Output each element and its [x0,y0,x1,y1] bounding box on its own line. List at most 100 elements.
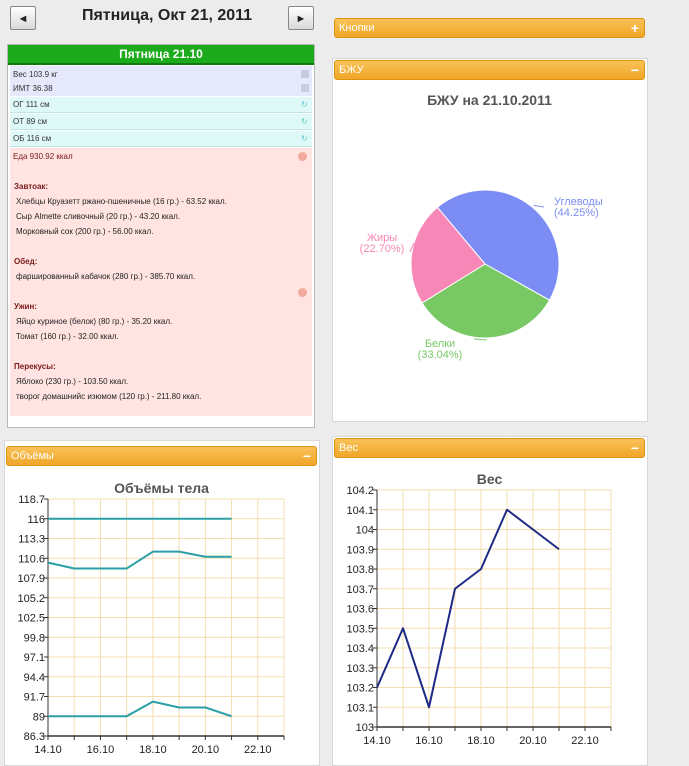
panel-title: Вес [339,442,358,454]
x-tick-label: 16.10 [87,744,115,756]
y-tick-label: 103.6 [346,604,374,616]
apple-icon[interactable] [298,152,307,161]
y-tick-label: 103.4 [346,643,374,655]
prev-day-button[interactable]: ◄ [10,6,36,30]
y-tick-label: 91.7 [24,692,45,704]
bmi-value: ИМТ 36.38 [13,84,53,93]
pie-label: Жиры [367,232,397,244]
weight-bmi-row[interactable]: Вес 103.9 кг ИМТ 36.38 [10,66,312,96]
trash-icon[interactable] [301,70,309,78]
pie-percent: (22.70%) [360,243,405,255]
ob-row[interactable]: ОБ 116 см ↻ [10,131,312,147]
y-tick-label: 103.1 [346,702,374,714]
pie-percent: (44.25%) [554,207,599,219]
food-item[interactable]: Морковный сок (200 гр.) - 56.00 ккал. [16,227,154,236]
panel-title: Кнопки [339,22,375,34]
x-tick-label: 14.10 [34,744,62,756]
y-tick-label: 102.5 [17,613,45,625]
pie-label: Белки [425,338,455,350]
series-line [47,550,232,570]
ot-row[interactable]: ОТ 89 см ↻ [10,114,312,130]
x-tick-label: 14.10 [363,735,391,747]
y-tick-label: 97.1 [24,652,45,664]
y-tick-label: 110.6 [18,553,45,565]
food-item[interactable]: фаршированный кабачок (280 гр.) - 385.70… [16,272,196,281]
food-item[interactable]: Томат (160 гр.) - 32.00 ккал. [16,332,119,341]
day-summary-panel: Пятница 21.10 Вес 103.9 кг ИМТ 36.38 ОГ … [7,44,315,428]
weight-chart-title: Вес [476,471,503,487]
ot-value: ОТ 89 см [13,117,47,126]
y-tick-label: 103.8 [346,564,374,576]
volumes-panel-header[interactable]: Объёмы − [6,446,317,466]
food-item[interactable]: творог домашнийс изюмом (120 гр.) - 211.… [16,392,202,401]
pie-leader-line [533,204,545,208]
buttons-panel-header[interactable]: Кнопки + [334,18,645,38]
y-tick-label: 86.3 [24,731,45,743]
y-tick-label: 99.8 [24,632,45,644]
collapse-icon[interactable]: − [302,448,311,464]
collapse-icon[interactable]: − [630,62,639,78]
next-day-button[interactable]: ► [288,6,314,30]
meal-title: Ужин: [14,302,37,311]
og-value: ОГ 111 см [13,100,50,109]
refresh-icon[interactable]: ↻ [301,117,308,126]
food-item[interactable]: Сыр Almette сливочный (20 гр.) - 43.20 к… [16,212,181,221]
volumes-chart-title: Объёмы тела [114,480,209,496]
y-tick-label: 103.5 [346,623,374,635]
weight-value: Вес 103.9 кг [13,70,58,79]
y-tick-label: 104 [356,525,374,537]
x-tick-label: 20.10 [192,744,220,756]
volumes-line-chart: 86.3 89 91.7 94.4 97.1 99.8 102.5 105.2 107.9 110… [17,494,285,756]
pie-slice [421,263,551,339]
food-item[interactable]: Хлебцы Круазетт ржано-пшеничные (16 гр.)… [16,197,227,206]
series-line [48,700,232,718]
y-tick-label: 104.2 [346,485,374,497]
y-tick-label: 103.7 [346,584,374,596]
y-tick-label: 104.1 [346,505,374,517]
weight-panel-header[interactable]: Вес − [334,438,645,458]
x-tick-label: 18.10 [467,735,495,747]
pie-chart-title: БЖУ на 21.10.2011 [427,92,552,108]
food-item[interactable]: Яйцо куриное (белок) (80 гр.) - 35.20 кк… [16,317,173,326]
y-tick-label: 113.3 [18,534,45,546]
y-tick-label: 118.7 [18,494,45,506]
refresh-icon[interactable]: ↻ [301,134,308,143]
apple-icon[interactable] [298,288,307,297]
pie-label: Углеводы [554,196,603,208]
meal-title: Обед: [14,257,38,266]
panel-title: БЖУ [339,64,364,76]
pie-percent: (33.04%) [418,349,463,361]
food-total: Еда 930.92 ккал [13,152,73,161]
ob-value: ОБ 116 см [13,134,52,143]
bju-panel-header[interactable]: БЖУ − [334,60,645,80]
y-tick-label: 116 [27,514,45,526]
x-tick-label: 22.10 [571,735,599,747]
pie-slice [410,206,486,304]
x-tick-label: 18.10 [139,744,167,756]
panel-title: Объёмы [11,450,54,462]
series-line [376,508,560,709]
x-tick-label: 20.10 [519,735,547,747]
food-item[interactable]: Яблоко (230 гр.) - 103.50 ккал. [16,377,129,386]
y-tick-label: 103.2 [346,683,374,695]
food-block: Еда 930.92 ккал Завтоак: Хлебцы Круазетт… [10,148,312,416]
collapse-icon[interactable]: − [630,440,639,456]
x-tick-label: 22.10 [244,744,272,756]
day-header: Пятница 21.10 [8,45,314,65]
x-tick-label: 16.10 [415,735,443,747]
bju-pie-chart: Углеводы(44.25%) Белки(33.04%) Жиры(22.70%… [360,189,603,361]
y-tick-label: 103.9 [346,544,374,556]
pie-leader-line [409,242,415,253]
y-tick-label: 94.4 [24,672,45,684]
meal-title: Перекусы: [14,362,56,371]
pie-slice [436,189,560,301]
y-tick-label: 103 [356,722,374,734]
trash-icon[interactable] [301,84,309,92]
pie-leader-line [473,338,487,341]
expand-icon[interactable]: + [630,20,639,36]
og-row[interactable]: ОГ 111 см ↻ [10,97,312,113]
meal-title: Завтоак: [14,182,49,191]
y-tick-label: 89 [33,711,45,723]
refresh-icon[interactable]: ↻ [301,100,308,109]
y-tick-label: 107.9 [17,573,45,585]
